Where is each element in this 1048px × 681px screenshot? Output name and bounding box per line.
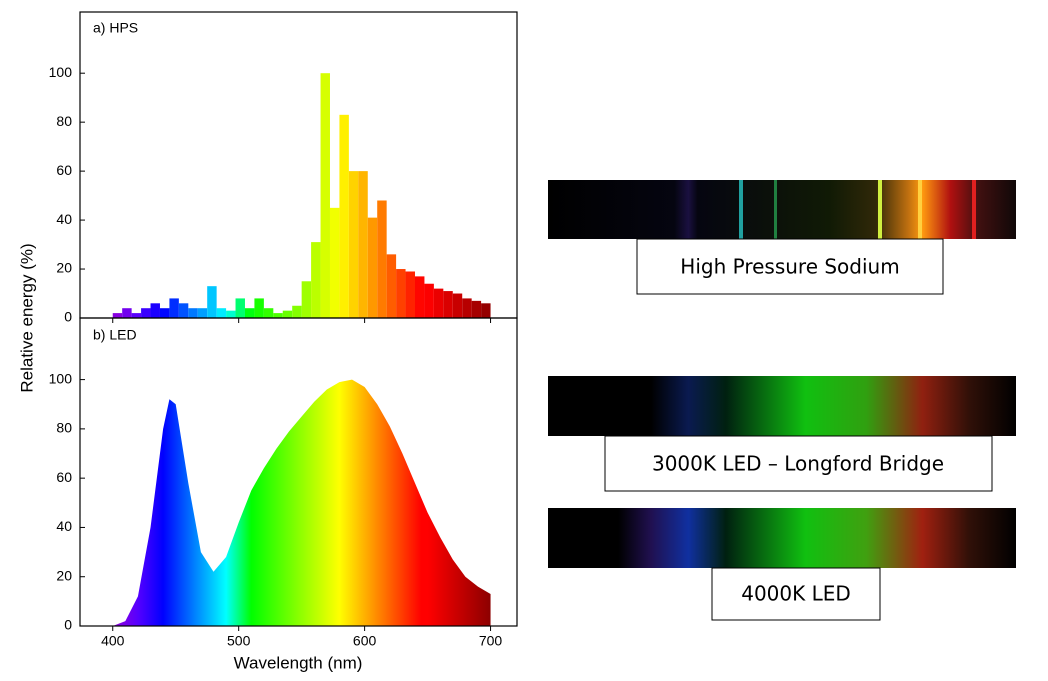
bar [273, 313, 283, 318]
emission-lines [739, 180, 976, 239]
area [112, 379, 491, 626]
bar [462, 298, 472, 318]
bar [405, 271, 415, 318]
y-tick-label: 100 [49, 370, 73, 386]
bar [141, 308, 151, 318]
bar [443, 291, 453, 318]
y-tick-label: 60 [56, 469, 72, 485]
panel-title: b) LED [93, 327, 137, 343]
bar [282, 310, 293, 318]
bar [358, 171, 368, 318]
bar [188, 308, 198, 318]
y-tick-label: 20 [56, 567, 72, 583]
bar [235, 298, 245, 318]
bar [348, 171, 359, 318]
bar [244, 308, 255, 318]
panel: 0 20 40 60 80 100 [49, 11, 518, 325]
y-tick-label: 100 [49, 64, 73, 80]
x-tick-label: 500 [227, 633, 251, 649]
bar [178, 303, 189, 318]
y-axis-label: Relative energy (%) [17, 243, 36, 392]
bar [320, 73, 330, 318]
y-tick-label: 0 [64, 617, 72, 633]
y-tick-label: 40 [56, 211, 72, 227]
spectrum-label: 4000K LED [741, 582, 851, 606]
x-tick-label: 400 [101, 633, 125, 649]
x-tick-label: 700 [479, 633, 503, 649]
bar [226, 310, 236, 318]
bar [367, 217, 378, 318]
label-box: 3000K LED – Longford Bridge [604, 435, 993, 492]
bar [452, 293, 463, 318]
bar [301, 281, 312, 318]
bar [292, 305, 302, 318]
bar [169, 298, 179, 318]
y-tick-label: 20 [56, 260, 72, 276]
y-tick-label: 0 [64, 309, 72, 325]
bar [159, 308, 170, 318]
y-tick-label: 80 [56, 420, 72, 436]
bar [377, 200, 387, 318]
panel: 0 20 40 60 80 100 400 500 600 700 [49, 317, 518, 649]
x-tick-label: 600 [353, 633, 377, 649]
bar [386, 254, 397, 318]
bar [216, 308, 227, 318]
bar [396, 269, 406, 318]
spectrum-strip [548, 376, 1016, 436]
bar [150, 303, 160, 318]
spectrum-strip [548, 180, 1016, 239]
label-box: High Pressure Sodium [636, 238, 944, 295]
bar [471, 300, 482, 318]
bar [207, 286, 217, 318]
bar [122, 308, 132, 318]
bar [254, 298, 264, 318]
panel-title: a) HPS [93, 20, 138, 36]
plot-frame [79, 317, 518, 627]
plot-frame [79, 11, 518, 319]
bar [424, 283, 434, 318]
spectrum-label: 3000K LED – Longford Bridge [652, 452, 944, 476]
y-tick-label: 80 [56, 113, 72, 129]
bar [263, 308, 274, 318]
x-axis-label: Wavelength (nm) [234, 653, 363, 672]
spectrum-strip [548, 508, 1016, 568]
bar [339, 114, 349, 318]
bar [481, 303, 491, 318]
bar [112, 313, 123, 318]
bar [311, 242, 321, 318]
bar [414, 276, 425, 318]
y-tick-label: 40 [56, 518, 72, 534]
spectrum-label: High Pressure Sodium [680, 255, 899, 279]
y-tick-label: 60 [56, 162, 72, 178]
bar [433, 288, 444, 318]
label-box: 4000K LED [711, 567, 881, 621]
bar [329, 207, 340, 318]
bar [131, 313, 142, 318]
bar [197, 308, 208, 318]
